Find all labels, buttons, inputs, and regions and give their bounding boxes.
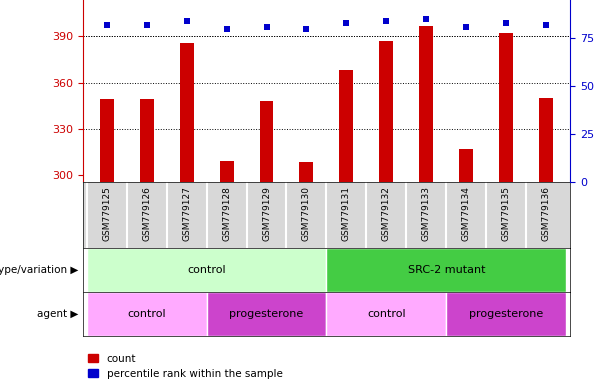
Point bbox=[222, 26, 232, 32]
Point bbox=[541, 22, 551, 28]
Point bbox=[341, 20, 351, 26]
Bar bbox=[100, 99, 114, 182]
Text: progesterone: progesterone bbox=[469, 309, 543, 319]
Bar bbox=[300, 162, 313, 182]
Bar bbox=[87, 292, 207, 336]
Text: control: control bbox=[188, 265, 226, 275]
Bar bbox=[539, 98, 553, 182]
Text: GSM779127: GSM779127 bbox=[182, 186, 191, 240]
Text: GSM779134: GSM779134 bbox=[462, 186, 471, 240]
Bar bbox=[327, 292, 446, 336]
Bar bbox=[87, 248, 327, 292]
Text: control: control bbox=[128, 309, 166, 319]
Bar bbox=[446, 292, 566, 336]
Text: GSM779125: GSM779125 bbox=[102, 186, 111, 240]
Text: GSM779130: GSM779130 bbox=[302, 186, 311, 241]
Point bbox=[181, 18, 191, 24]
Bar bbox=[140, 99, 154, 182]
Text: genotype/variation ▶: genotype/variation ▶ bbox=[0, 265, 78, 275]
Text: GSM779133: GSM779133 bbox=[422, 186, 431, 241]
Point bbox=[462, 24, 471, 30]
Text: agent ▶: agent ▶ bbox=[37, 309, 78, 319]
Bar bbox=[340, 70, 353, 182]
Bar bbox=[499, 33, 513, 182]
Bar bbox=[379, 41, 394, 182]
Text: progesterone: progesterone bbox=[229, 309, 303, 319]
Text: SRC-2 mutant: SRC-2 mutant bbox=[408, 265, 485, 275]
Point bbox=[302, 26, 311, 32]
Text: GSM779129: GSM779129 bbox=[262, 186, 271, 240]
Bar bbox=[459, 149, 473, 182]
Text: GSM779132: GSM779132 bbox=[382, 186, 391, 240]
Bar bbox=[219, 161, 234, 182]
Text: GSM779135: GSM779135 bbox=[501, 186, 511, 241]
Bar bbox=[207, 292, 327, 336]
Point bbox=[501, 20, 511, 26]
Point bbox=[262, 24, 272, 30]
Bar bbox=[419, 26, 433, 182]
Text: GSM779136: GSM779136 bbox=[542, 186, 550, 241]
Bar bbox=[180, 43, 194, 182]
Text: GSM779131: GSM779131 bbox=[342, 186, 351, 241]
Text: control: control bbox=[367, 309, 406, 319]
Bar bbox=[259, 101, 273, 182]
Legend: count, percentile rank within the sample: count, percentile rank within the sample bbox=[88, 354, 283, 379]
Point bbox=[102, 22, 112, 28]
Point bbox=[421, 16, 431, 22]
Point bbox=[381, 18, 391, 24]
Text: GSM779126: GSM779126 bbox=[142, 186, 151, 240]
Text: GSM779128: GSM779128 bbox=[222, 186, 231, 240]
Bar bbox=[327, 248, 566, 292]
Point bbox=[142, 22, 151, 28]
